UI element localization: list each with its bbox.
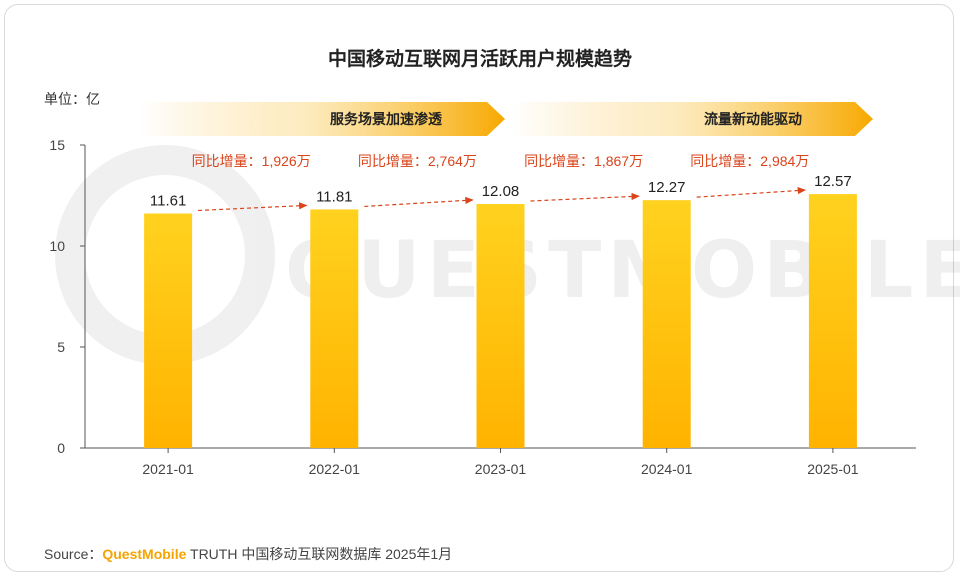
x-tick-label: 2022-01 [309, 461, 361, 477]
phase-band-1 [140, 102, 505, 136]
bar [144, 213, 193, 448]
unit-label: 单位：亿 [44, 91, 100, 107]
source-prefix: Source： [44, 546, 103, 562]
source-brand: QuestMobile [102, 546, 187, 562]
phase-label-1: 服务场景加速渗透 [330, 111, 442, 127]
bar-value-label: 11.61 [150, 192, 186, 209]
y-tick-label: 10 [49, 238, 65, 254]
bar [310, 209, 359, 448]
growth-annotation: 同比增量：1,926万 [192, 153, 311, 169]
y-tick-label: 5 [57, 339, 65, 355]
phase-label-2: 流量新动能驱动 [704, 111, 802, 127]
growth-arrow [364, 196, 474, 208]
x-tick-label: 2025-01 [807, 461, 859, 477]
y-tick-label: 0 [57, 440, 65, 456]
x-tick-label: 2024-01 [641, 461, 693, 477]
growth-annotation: 同比增量：2,984万 [690, 153, 809, 169]
x-tick-label: 2021-01 [142, 461, 194, 477]
bar [476, 203, 525, 448]
phase-band-2 [512, 102, 873, 136]
chart-title: 中国移动互联网月活跃用户规模趋势 [327, 49, 632, 70]
bar [642, 200, 691, 448]
source-line: Source：QuestMobile TRUTH 中国移动互联网数据库 2025… [44, 544, 452, 564]
x-tick-label: 2023-01 [475, 461, 527, 477]
chart-frame [4, 4, 954, 572]
bar-value-label: 12.27 [648, 179, 686, 196]
watermark-text: QUESTMOBILE [285, 226, 960, 316]
growth-annotation: 同比增量：1,867万 [524, 153, 643, 169]
bar [808, 194, 857, 448]
y-tick-label: 15 [49, 137, 65, 153]
bar-value-label: 12.08 [482, 183, 520, 200]
growth-arrow [696, 186, 807, 198]
growth-arrow [530, 192, 640, 202]
bar-value-label: 12.57 [814, 173, 852, 190]
growth-annotation: 同比增量：2,764万 [358, 153, 477, 169]
source-rest: TRUTH 中国移动互联网数据库 2025年1月 [186, 546, 453, 562]
bar-value-label: 11.81 [316, 188, 352, 205]
